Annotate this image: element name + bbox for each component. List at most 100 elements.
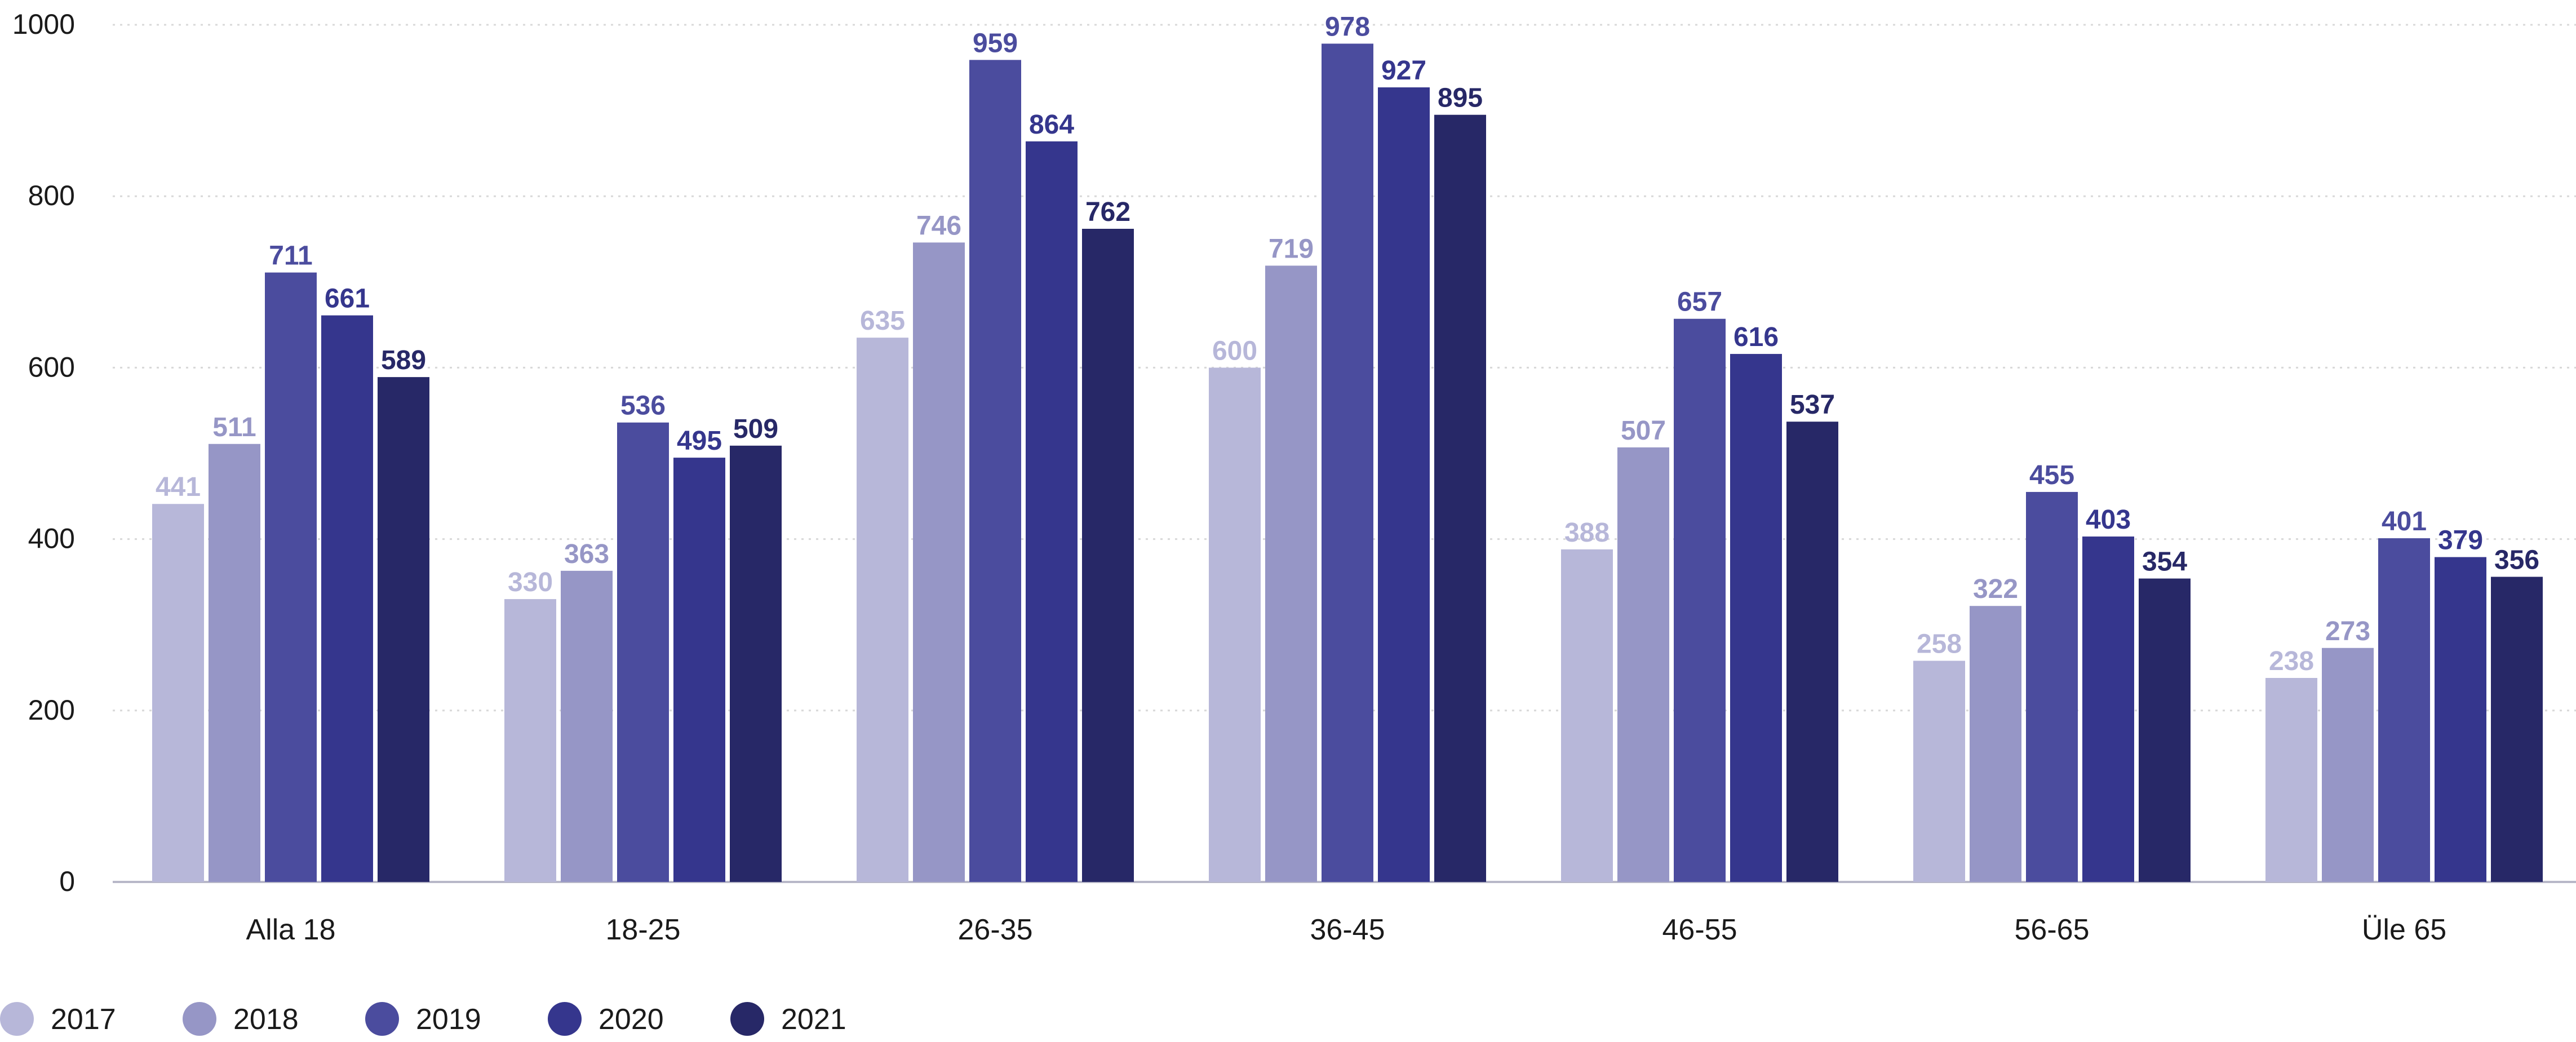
value-label: 511	[212, 413, 256, 442]
legend-label: 2017	[51, 1003, 116, 1036]
bar	[2082, 536, 2134, 882]
bar	[673, 458, 725, 882]
bar	[730, 445, 782, 882]
bar	[857, 338, 908, 882]
value-label: 401	[2382, 507, 2427, 536]
legend-item: 2018	[183, 1002, 299, 1036]
bar	[209, 444, 260, 882]
value-label: 388	[1564, 518, 1610, 548]
bar	[2026, 491, 2078, 882]
y-tick-label: 600	[28, 351, 75, 383]
value-label: 363	[564, 539, 609, 569]
bar	[1674, 318, 1726, 882]
bar	[561, 570, 613, 882]
legend-item: 2021	[730, 1002, 846, 1036]
legend-swatch	[365, 1002, 399, 1036]
x-tick-label: 46-55	[1662, 914, 1737, 946]
bar	[969, 60, 1021, 883]
legend-swatch	[0, 1002, 34, 1036]
bar	[2378, 538, 2430, 882]
x-tick-label: 26-35	[958, 914, 1033, 946]
bar	[265, 272, 317, 883]
value-label: 600	[1212, 336, 1257, 366]
bar	[2265, 678, 2317, 882]
value-label: 762	[1085, 197, 1130, 227]
x-tick-label: 56-65	[2015, 914, 2090, 946]
value-label: 322	[1973, 574, 2018, 604]
bar	[1082, 228, 1134, 882]
value-label: 379	[2438, 526, 2483, 556]
y-tick-label: 0	[59, 866, 75, 897]
value-label: 356	[2494, 546, 2539, 575]
value-label: 273	[2325, 617, 2370, 646]
value-label: 403	[2086, 505, 2131, 535]
bars	[152, 43, 2543, 883]
value-label: 895	[1438, 83, 1483, 113]
legend-item: 2017	[0, 1002, 116, 1036]
bar	[2491, 577, 2543, 882]
bar	[1617, 447, 1669, 882]
value-label: 746	[916, 211, 961, 241]
value-label: 330	[508, 567, 553, 597]
legend-swatch	[548, 1002, 582, 1036]
value-label: 509	[733, 414, 778, 444]
value-label: 441	[156, 472, 201, 502]
bar	[617, 422, 669, 882]
value-label: 507	[1621, 416, 1666, 446]
legend-swatch	[730, 1002, 764, 1036]
legend-label: 2018	[233, 1003, 299, 1036]
value-label: 238	[2269, 646, 2314, 676]
bar	[1434, 114, 1486, 883]
value-label: 978	[1325, 12, 1370, 42]
legend-item: 2019	[365, 1002, 481, 1036]
bar	[1561, 549, 1613, 882]
legend-label: 2021	[781, 1003, 846, 1036]
y-tick-label: 800	[28, 180, 75, 211]
bar	[504, 599, 556, 882]
y-tick-label: 1000	[12, 8, 75, 40]
bar	[1786, 422, 1838, 882]
bar	[1378, 87, 1430, 883]
bar	[1026, 141, 1078, 883]
y-tick-label: 400	[28, 523, 75, 555]
bar	[913, 242, 965, 883]
value-label: 354	[2142, 547, 2187, 577]
bar	[1209, 367, 1261, 882]
bar	[378, 377, 429, 882]
bar	[1322, 43, 1373, 882]
value-label: 455	[2029, 460, 2074, 490]
value-label: 959	[973, 28, 1018, 58]
value-label: 495	[677, 426, 722, 456]
legend: 2017 2018 2019 2020 2021	[0, 1002, 846, 1036]
value-label: 661	[325, 284, 370, 314]
legend-item: 2020	[548, 1002, 664, 1036]
bar	[1970, 606, 2021, 882]
value-label: 657	[1677, 287, 1722, 317]
x-tick-label: 18-25	[606, 914, 681, 946]
bar	[1913, 660, 1965, 882]
value-label: 711	[269, 241, 312, 271]
value-label: 927	[1381, 56, 1426, 86]
value-label: 536	[620, 391, 666, 421]
y-tick-label: 200	[28, 694, 75, 726]
legend-label: 2020	[598, 1003, 664, 1036]
value-label: 719	[1269, 234, 1314, 264]
value-label: 864	[1029, 110, 1074, 140]
bar	[1730, 354, 1782, 882]
x-tick-label: Alla 18	[246, 914, 336, 946]
bar	[2139, 578, 2191, 882]
data-labels: 441 511 711 661 589 330 363 536 495 509 635 746 959 8…	[156, 12, 2539, 676]
x-tick-label: 36-45	[1310, 914, 1385, 946]
value-label: 258	[1917, 629, 1962, 659]
bar	[2322, 648, 2374, 882]
bar	[2435, 557, 2486, 882]
value-label: 589	[381, 345, 426, 375]
value-label: 635	[860, 306, 905, 336]
value-label: 537	[1790, 390, 1835, 420]
x-tick-label: Üle 65	[2362, 914, 2446, 946]
value-label: 616	[1733, 322, 1779, 352]
bar	[152, 504, 204, 882]
legend-swatch	[183, 1002, 216, 1036]
